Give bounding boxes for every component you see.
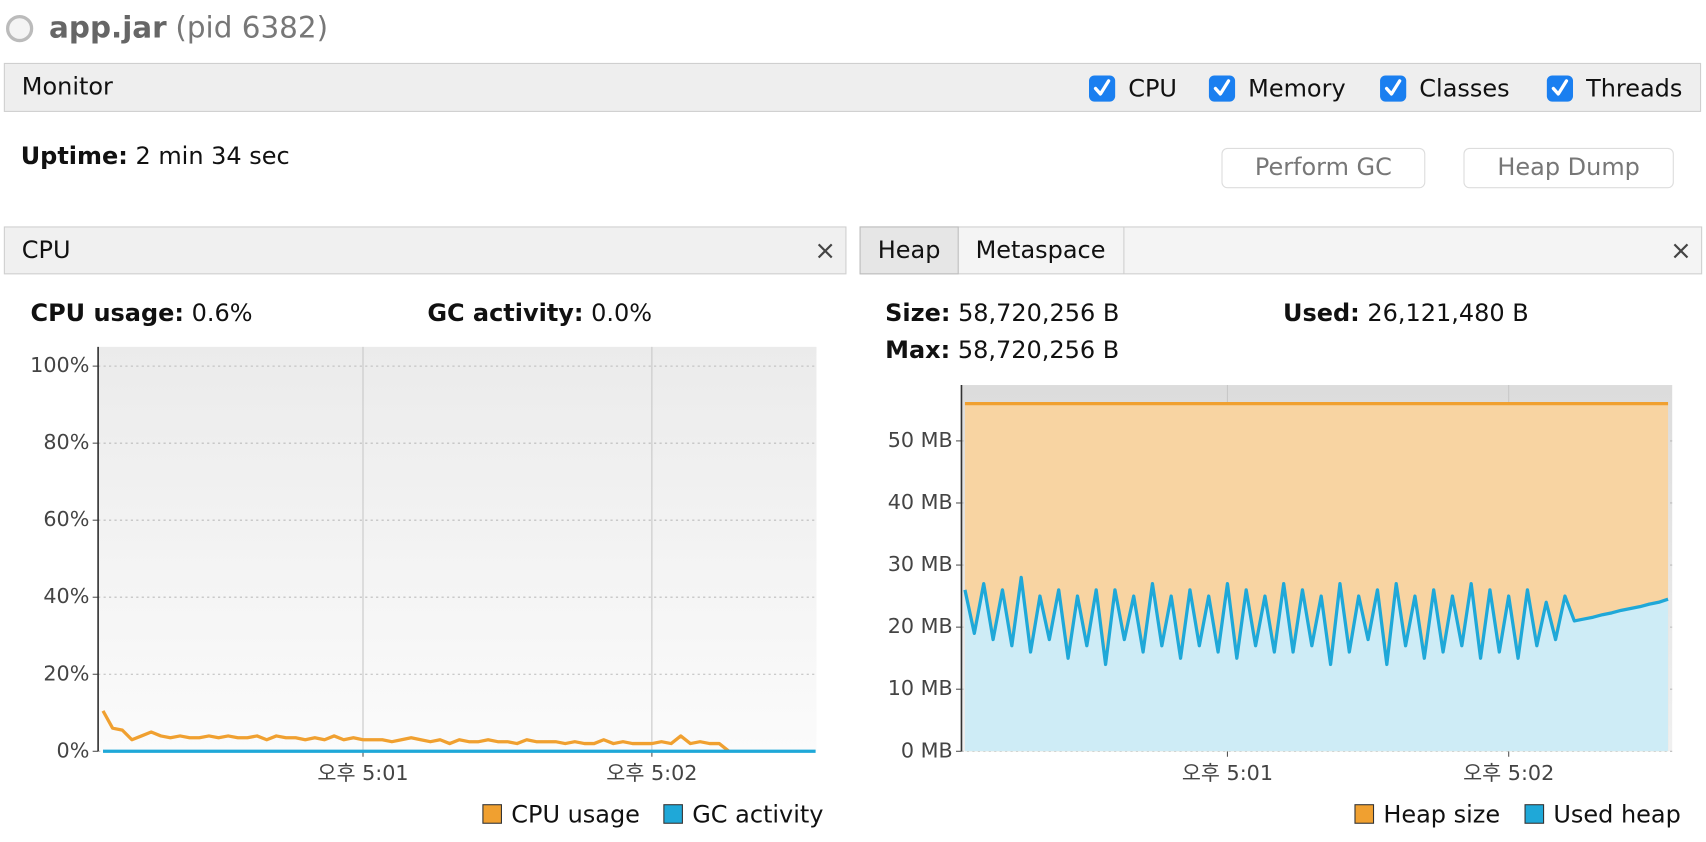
stat-value: 0.0% <box>591 299 652 327</box>
y-tick-label: 20% <box>43 661 89 685</box>
checkbox-label[interactable]: Classes <box>1419 75 1509 103</box>
stat-value: 58,720,256 B <box>958 299 1119 327</box>
uptime-value: 2 min 34 sec <box>135 142 289 170</box>
uptime: Uptime: 2 min 34 sec <box>21 142 290 170</box>
stat-label: CPU usage: <box>31 299 184 327</box>
close-button[interactable] <box>1673 243 1689 259</box>
y-tick-label: 0% <box>57 738 90 762</box>
legend-swatch <box>1524 804 1545 824</box>
stat-value: 26,121,480 B <box>1367 299 1528 327</box>
legend-swatch <box>482 804 502 824</box>
series-line <box>963 575 1669 667</box>
y-tick-label: 0 MB <box>901 738 953 762</box>
stat: Max: 58,720,256 B <box>885 336 1119 364</box>
area-fill <box>964 577 1669 752</box>
uptime-label: Uptime: <box>21 142 128 170</box>
legend-swatch <box>663 804 683 824</box>
button-label[interactable]: Perform GC <box>1255 153 1392 181</box>
app-pid: (pid 6382) <box>175 10 328 44</box>
selected-tab[interactable] <box>859 226 959 275</box>
panel-tab[interactable]: Metaspace <box>976 236 1106 264</box>
app-title: app.jar (pid 6382) <box>49 10 328 44</box>
y-tick-label: 80% <box>43 430 89 454</box>
button-label[interactable]: Heap Dump <box>1497 153 1640 181</box>
area-backdrop <box>964 577 1669 752</box>
checkmark <box>1384 79 1402 96</box>
x-tick-label: 오후 5:01 <box>317 761 408 785</box>
stat-label: GC activity: <box>427 299 583 327</box>
stat: Size: 58,720,256 B <box>885 299 1119 327</box>
checkmark <box>1551 79 1569 96</box>
stat: CPU usage: 0.6% <box>31 299 253 327</box>
plot-area <box>98 346 817 752</box>
checkbox-label[interactable]: Memory <box>1248 75 1345 103</box>
legend-label: Heap size <box>1383 801 1500 829</box>
checkbox-label[interactable]: CPU <box>1128 75 1177 103</box>
checkbox-label[interactable]: Threads <box>1585 75 1682 103</box>
x-tick-label: 오후 5:02 <box>1463 761 1554 785</box>
stat-label: Used: <box>1283 299 1360 327</box>
x-tick-label: 오후 5:02 <box>606 761 697 785</box>
checkmark <box>1213 79 1231 96</box>
stat-value: 58,720,256 B <box>958 336 1119 364</box>
close-button[interactable] <box>817 243 833 259</box>
checkmark <box>1093 79 1111 96</box>
panel-tab[interactable]: CPU <box>22 236 71 264</box>
y-tick-label: 40% <box>43 584 89 608</box>
button[interactable] <box>1221 147 1426 189</box>
y-tick-label: 50 MB <box>888 428 953 452</box>
x-tick-label: 오후 5:01 <box>1182 761 1273 785</box>
y-tick-label: 100% <box>30 353 89 377</box>
panel-tab[interactable]: Heap <box>878 236 941 264</box>
panel-header <box>3 226 847 275</box>
legend-label: Used heap <box>1553 801 1680 829</box>
y-tick-label: 20 MB <box>888 614 953 638</box>
stat: Used: 26,121,480 B <box>1283 299 1529 327</box>
y-tick-label: 40 MB <box>888 490 953 514</box>
stat-label: Size: <box>885 299 950 327</box>
legend-label: CPU usage <box>511 801 640 829</box>
legend-swatch <box>1354 804 1375 824</box>
panel-header <box>859 226 1703 275</box>
toolbar-title: Monitor <box>22 72 113 100</box>
toolbar <box>3 62 1702 112</box>
stat-value: 0.6% <box>192 299 253 327</box>
checkbox-group: CPU Memory Classes Threads <box>1089 75 1682 103</box>
y-tick-label: 10 MB <box>888 676 953 700</box>
app-name: app.jar <box>49 10 167 44</box>
stat: GC activity: 0.0% <box>427 299 652 327</box>
y-tick-label: 60% <box>43 507 89 531</box>
legend-label: GC activity <box>692 801 823 829</box>
y-tick-label: 30 MB <box>888 552 953 576</box>
button[interactable] <box>1463 147 1674 189</box>
series-line <box>101 710 730 753</box>
stat-label: Max: <box>885 336 950 364</box>
status-icon <box>5 14 34 43</box>
